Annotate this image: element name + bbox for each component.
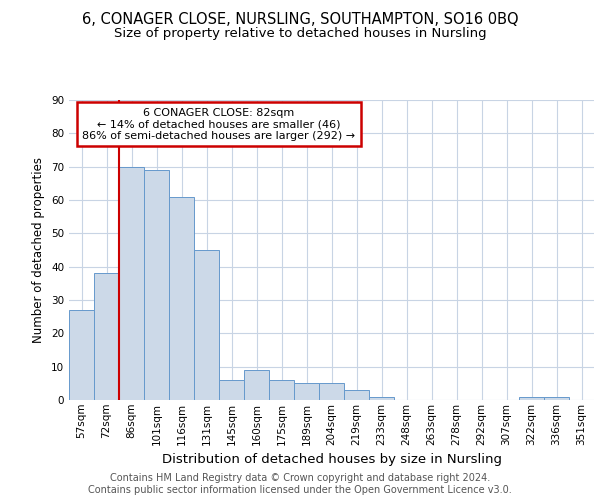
- Y-axis label: Number of detached properties: Number of detached properties: [32, 157, 46, 343]
- Text: Size of property relative to detached houses in Nursling: Size of property relative to detached ho…: [113, 28, 487, 40]
- Bar: [144, 170, 169, 400]
- Bar: [194, 250, 219, 400]
- X-axis label: Distribution of detached houses by size in Nursling: Distribution of detached houses by size …: [161, 453, 502, 466]
- Bar: [544, 396, 569, 400]
- Text: Contains HM Land Registry data © Crown copyright and database right 2024.
Contai: Contains HM Land Registry data © Crown c…: [88, 474, 512, 495]
- Text: 6 CONAGER CLOSE: 82sqm
← 14% of detached houses are smaller (46)
86% of semi-det: 6 CONAGER CLOSE: 82sqm ← 14% of detached…: [82, 108, 355, 140]
- Bar: [269, 380, 294, 400]
- Bar: [219, 380, 244, 400]
- Bar: [294, 384, 319, 400]
- Bar: [94, 274, 119, 400]
- Bar: [119, 166, 144, 400]
- Text: 6, CONAGER CLOSE, NURSLING, SOUTHAMPTON, SO16 0BQ: 6, CONAGER CLOSE, NURSLING, SOUTHAMPTON,…: [82, 12, 518, 28]
- Bar: [319, 384, 344, 400]
- Bar: [369, 396, 394, 400]
- Bar: [519, 396, 544, 400]
- Bar: [244, 370, 269, 400]
- Bar: [69, 310, 94, 400]
- Bar: [169, 196, 194, 400]
- Bar: [344, 390, 369, 400]
